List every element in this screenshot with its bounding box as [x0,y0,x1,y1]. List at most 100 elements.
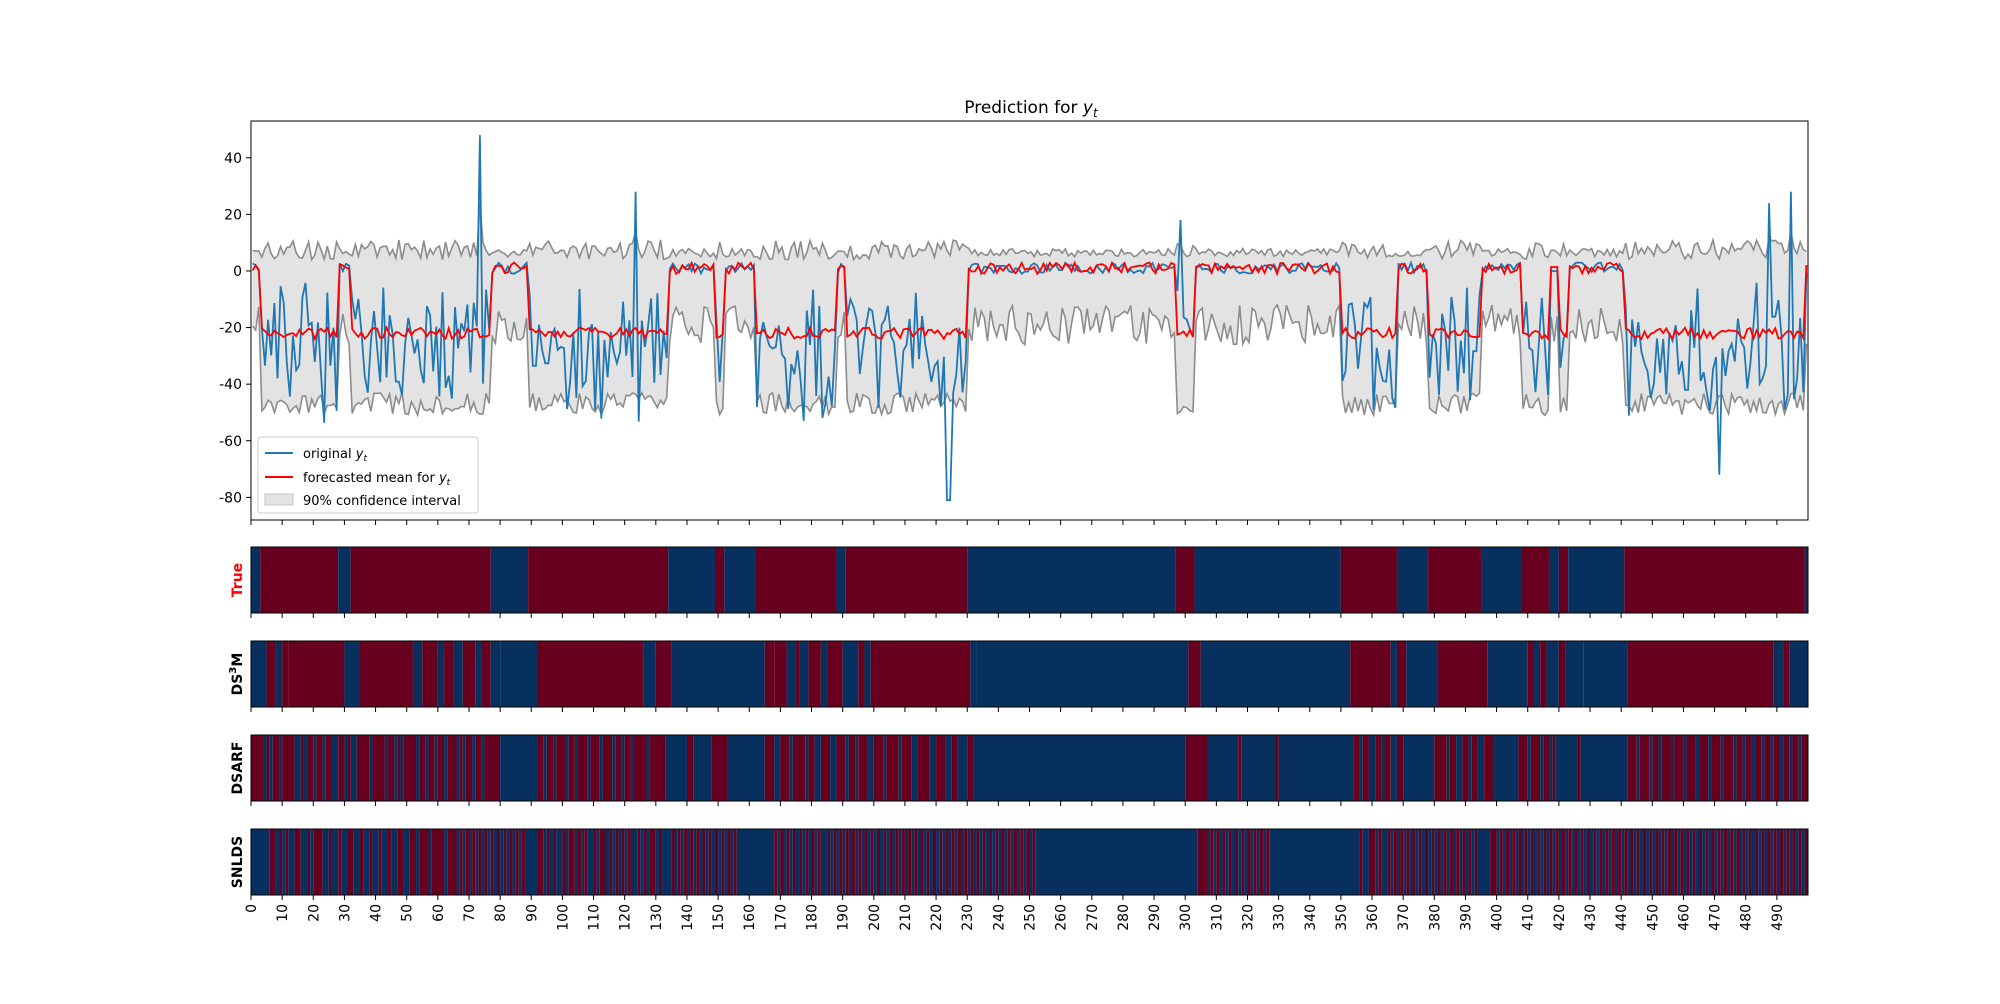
regime-segment [506,829,510,895]
regime-segment [487,829,491,895]
regime-segment [419,735,426,801]
regime-segment [500,641,538,707]
regime-segment [1013,829,1018,895]
regime-segment [590,735,600,801]
x-tick-label: 20 [306,904,322,922]
y-tick-label: -40 [219,377,242,393]
regime-segment [1238,735,1242,801]
regime-segment [886,735,899,801]
regime-segment [1642,829,1647,895]
regime-segment [811,829,815,895]
regime-segment [1256,829,1260,895]
regime-segment [275,829,280,895]
regime-segment [1555,829,1559,895]
x-tick-label: 130 [649,904,665,931]
regime-segment [300,735,304,801]
x-tick-label: 290 [1147,904,1163,931]
regime-segment [444,829,448,895]
regime-segment [970,641,977,707]
regime-segment [721,829,725,895]
regime-segment [1574,829,1578,895]
x-tick-label: 140 [680,904,696,931]
regime-segment [1786,829,1790,895]
regime-segment [1733,829,1737,895]
regime-segment [1801,735,1808,801]
regime-segment [1533,829,1538,895]
regime-heatmaps: True DS3M DSARF SNLDS [228,546,1809,900]
regime-segment [1403,735,1435,801]
regime-segment [643,641,656,707]
regime-segment [1530,829,1534,895]
regime-segment [967,829,971,895]
regime-segment [852,829,856,895]
x-axis: 0 10 20 30 40 50 60 70 80 90 100 110 120 130 140 150 160… [244,904,1786,931]
x-tick-label: 160 [742,904,758,931]
regime-segment [1733,735,1737,801]
regime-segment [1699,735,1709,801]
regime-segment [251,641,267,707]
regime-segment [1658,735,1662,801]
heatmap-label: DS3M [228,653,246,696]
regime-segment [845,547,968,613]
regime-segment [774,735,781,801]
regime-segment [313,735,317,801]
regime-segment [279,829,283,895]
regime-segment [1502,829,1506,895]
regime-segment [1253,829,1257,895]
regime-segment [1456,735,1463,801]
regime-segment [537,641,644,707]
regime-segment [282,735,295,801]
regime-segment [808,829,812,895]
regime-segment [581,829,585,895]
regime-segment [478,829,482,895]
regime-segment [677,829,681,895]
x-tick-label: 250 [1023,904,1039,931]
regime-segment [914,829,918,895]
regime-segment [1524,829,1528,895]
regime-segment [718,829,722,895]
x-tick-label: 320 [1240,904,1256,931]
regime-segment [727,735,765,801]
regime-segment [428,735,435,801]
regime-segment [1608,829,1612,895]
regime-segment [1266,829,1270,895]
regime-segment [618,829,622,895]
regime-segment [397,735,401,801]
regime-segment [1727,829,1731,895]
regime-segment [1552,735,1556,801]
regime-segment [447,829,457,895]
regime-segment [1686,829,1690,895]
regime-segment [820,829,828,895]
regime-segment [786,829,790,895]
regime-segment [696,829,700,895]
regime-segment [472,735,476,801]
regime-segment [1023,829,1027,895]
regime-segment [627,829,631,895]
x-tick-label: 480 [1739,904,1755,931]
regime-segment [437,735,445,801]
regime-segment [472,829,476,895]
regime-segment [1627,829,1631,895]
regime-segment [553,829,557,895]
series-lines [251,135,1808,502]
regime-segment [1185,735,1207,801]
regime-segment [836,829,840,895]
regime-segment [842,829,846,895]
regime-segment [1396,829,1401,895]
regime-segment [1755,735,1762,801]
regime-segment [836,547,846,613]
regime-segment [1471,735,1478,801]
regime-segment [1359,829,1363,895]
regime-segment [1577,829,1581,895]
regime-segment [640,829,644,895]
regime-segment [908,829,912,895]
regime-segment [565,829,569,895]
regime-segment [356,735,370,801]
regime-segment [1593,829,1597,895]
regime-segment [864,641,871,707]
regime-segment [1001,829,1005,895]
regime-segment [1428,547,1482,613]
regime-segment [307,735,314,801]
regime-segment [593,829,597,895]
regime-segment [1353,735,1360,801]
